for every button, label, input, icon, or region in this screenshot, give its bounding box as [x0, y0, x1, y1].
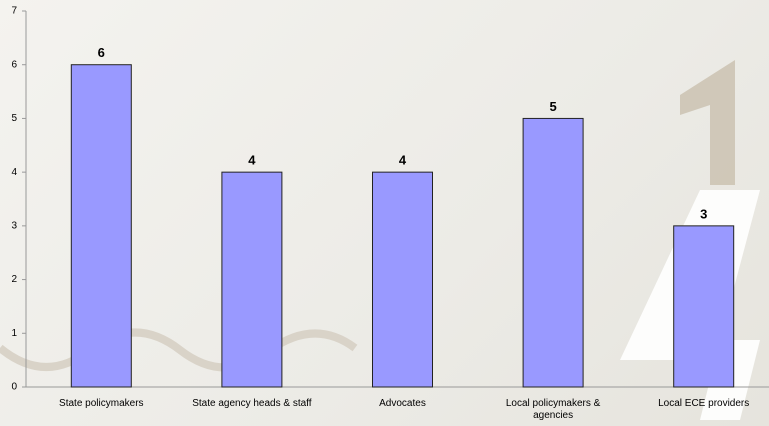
- value-label: 5: [549, 99, 556, 114]
- decoration: [0, 328, 358, 372]
- y-tick-label: 2: [11, 274, 17, 285]
- x-tick-label: Local ECE providers: [658, 398, 750, 409]
- y-tick-label: 0: [11, 382, 17, 393]
- bar: [372, 171, 433, 388]
- bar: [221, 171, 283, 388]
- y-tick-label: 1: [11, 328, 17, 339]
- x-tick-label: Advocates: [379, 398, 426, 409]
- value-label: 6: [98, 45, 105, 60]
- y-tick-label: 6: [11, 59, 17, 70]
- value-label: 4: [399, 153, 407, 168]
- decoration: [680, 60, 735, 185]
- value-label: 4: [248, 153, 256, 168]
- bar: [673, 225, 735, 388]
- x-tick-label: Local policymakers & agencies: [505, 398, 601, 421]
- bar: [70, 64, 132, 388]
- x-tick-label: State policymakers: [59, 398, 144, 409]
- y-tick-label: 4: [11, 167, 17, 178]
- value-label: 3: [700, 206, 707, 221]
- y-tick-label: 5: [11, 113, 17, 124]
- bar: [522, 117, 584, 388]
- x-tick-label: State agency heads & staff: [192, 398, 312, 409]
- y-tick-label: 7: [11, 6, 17, 17]
- y-tick-label: 3: [11, 220, 17, 231]
